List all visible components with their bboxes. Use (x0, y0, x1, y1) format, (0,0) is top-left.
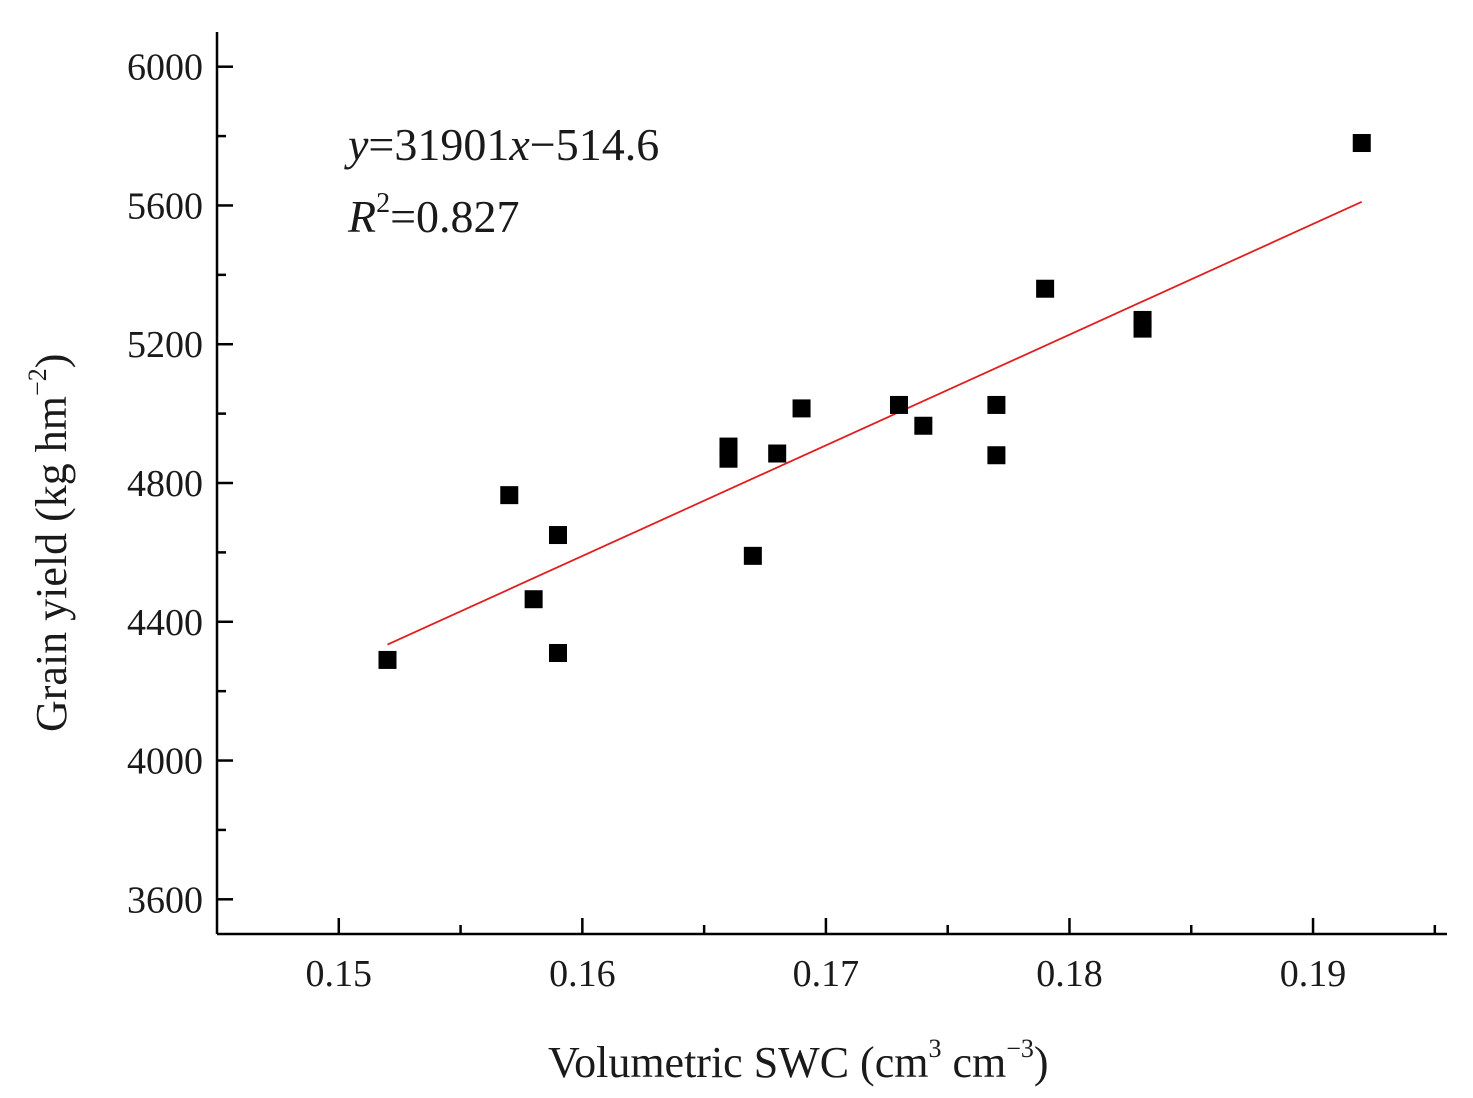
data-point (914, 416, 933, 435)
x-tick-label: 0.19 (1280, 953, 1347, 995)
y-tick-label: 4000 (127, 741, 203, 783)
data-point (378, 650, 397, 669)
regression-line (387, 201, 1363, 646)
r-squared-label: R2=0.827 (347, 188, 520, 242)
y-tick-label: 3600 (127, 879, 203, 921)
x-tick-label: 0.15 (306, 953, 373, 995)
data-point (548, 526, 567, 545)
y-axis-label: Grain yield (kg hm−2) (23, 354, 76, 732)
x-axis-label: Volumetric SWC (cm3 cm−3) (548, 1034, 1049, 1087)
data-point (500, 486, 519, 505)
x-tick-label: 0.17 (793, 953, 860, 995)
data-point (1036, 279, 1055, 298)
data-point (792, 399, 811, 418)
data-point (1352, 134, 1371, 153)
ticks: 0.15 0.16 0.17 0.18 0.19 3600 4000 4400 4800 5200… (127, 47, 1437, 995)
data-point (1133, 319, 1152, 338)
data-point (987, 446, 1006, 465)
x-tick-label: 0.18 (1036, 953, 1103, 995)
y-tick-label: 5600 (127, 185, 203, 227)
regression-equation: y=31901x−514.6 (344, 119, 659, 170)
y-tick-label: 4400 (127, 602, 203, 644)
data-point (768, 444, 787, 463)
regression-line-group (387, 201, 1363, 646)
data-point (719, 449, 738, 468)
y-tick-label: 5200 (127, 324, 203, 366)
data-point (987, 395, 1006, 414)
data-point (889, 395, 908, 414)
data-point (743, 546, 762, 565)
data-point (548, 643, 567, 662)
data-points (378, 134, 1371, 669)
y-tick-label: 6000 (127, 47, 203, 89)
x-tick-label: 0.16 (549, 953, 616, 995)
data-point (524, 590, 543, 609)
y-tick-label: 4800 (127, 463, 203, 505)
